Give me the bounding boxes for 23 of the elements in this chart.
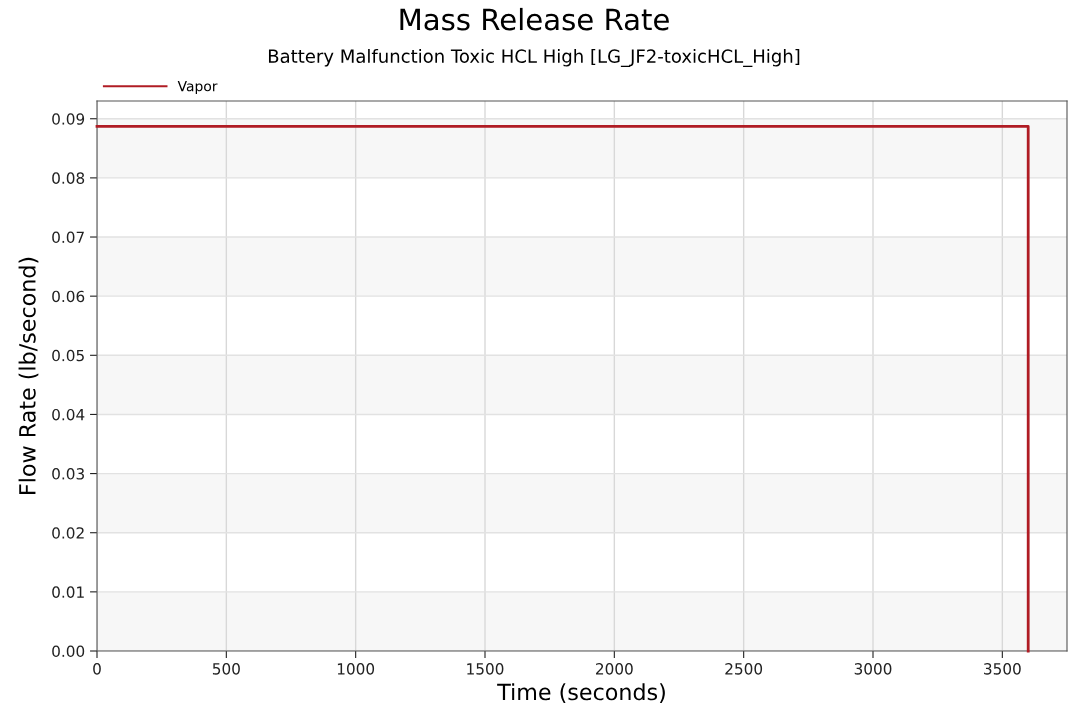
y-tick-label: 0.08 <box>52 172 85 184</box>
legend-label: Vapor <box>177 81 218 95</box>
x-tick-label: 3500 <box>984 663 1021 675</box>
y-axis-title: Flow Rate (lb/second) <box>18 257 39 494</box>
y-tick-label: 0.09 <box>52 113 85 125</box>
x-axis-title: Time (seconds) <box>497 683 665 703</box>
y-tick-label: 0.01 <box>52 586 84 598</box>
chart-subtitle: Battery Malfunction Toxic HCL High [LG_JF2-toxicHCL_High] <box>268 49 800 67</box>
y-tick-label: 0.07 <box>52 231 84 244</box>
chart-title: Mass Release Rate <box>400 7 669 31</box>
x-tick-label: 1000 <box>337 663 375 675</box>
x-tick-label: 2000 <box>596 663 633 675</box>
y-tick-label: 0.02 <box>52 527 84 539</box>
x-tick-label: 1500 <box>467 663 504 675</box>
y-tick-label: 0.05 <box>52 349 84 362</box>
y-tick-label: 0.03 <box>52 468 84 480</box>
x-tick-label: 3000 <box>854 663 892 675</box>
x-tick-label: 0 <box>93 663 101 675</box>
y-tick-label: 0.06 <box>52 290 85 303</box>
y-tick-label: 0.04 <box>52 408 85 421</box>
x-tick-label: 2500 <box>725 663 763 675</box>
x-tick-label: 500 <box>212 663 240 675</box>
y-tick-label: 0.00 <box>52 645 85 658</box>
